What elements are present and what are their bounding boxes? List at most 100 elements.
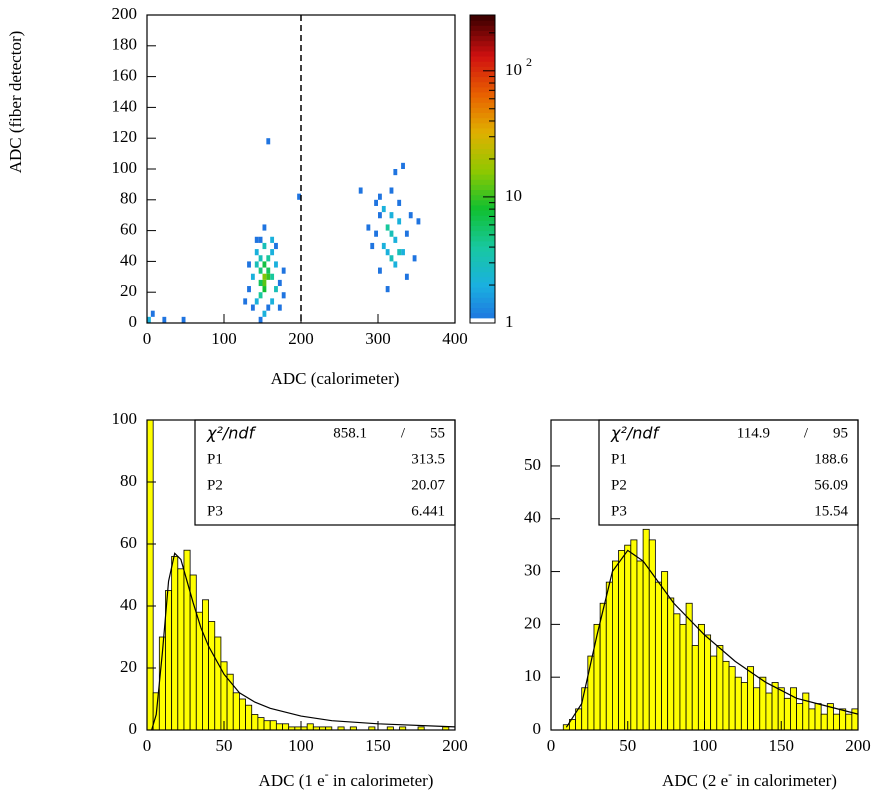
z-tick-base: 1 [505,312,514,331]
x-axis-title: ADC (1 e- in calorimeter) [259,767,434,790]
color-bar-step [470,20,495,26]
bar [636,560,644,730]
y-tick-label: 60 [120,220,137,239]
color-bar-step [470,271,495,278]
plot-area [562,528,858,730]
panel: χ²/ndf 114.9 / 95 P1 188.6 P2 56.09 P3 15.54 0 50 10… [524,419,871,790]
cell [181,316,186,323]
color-bar-step [470,174,495,180]
color-bar-step [470,302,495,309]
cell [416,218,421,225]
panel: χ²/ndf 858.1 / 55 P1 313.5 P2 20.07 P3 6.441 0 50 10… [112,409,468,790]
cell [370,242,375,250]
bar [306,723,314,730]
bar [833,713,840,730]
cell [378,267,382,274]
stats-value: 6.441 [411,503,445,519]
color-bar-step [470,297,495,303]
x-tick-label: 400 [442,329,468,348]
stats-label: P3 [207,503,223,519]
stats-frame [194,419,456,526]
y-axis-title: ADC (fiber detector) [6,31,25,174]
y-tick-label: 40 [120,595,137,614]
y-tick-label: 40 [120,250,137,269]
y-tick-label: 140 [112,96,138,115]
bar [630,539,638,730]
bar [808,708,816,730]
stats-value: 313.5 [411,451,445,467]
x-axis-title-part: ADC (2 e [662,771,728,790]
color-bar-step [470,307,495,314]
color-bar-step [470,122,495,129]
bar [171,556,179,730]
cell [378,193,382,200]
bar [337,726,345,730]
color-bar-step [470,92,495,98]
z-tick-base: 10 [505,60,522,79]
stats-label: P1 [207,451,223,467]
y-tick-label: 200 [112,4,138,23]
color-bar-step [470,76,495,83]
bar [269,720,277,730]
bar [208,621,216,730]
cell [162,316,167,323]
bar [796,703,804,730]
color-bar-step [470,292,495,298]
bar [648,539,656,730]
cell [385,249,390,256]
bar [753,687,761,730]
cell [243,298,248,305]
cell [404,273,409,280]
bar [251,714,259,730]
color-bar-step [470,163,495,170]
fit-curve [565,549,858,728]
cell [254,261,259,268]
cell [374,230,378,237]
z-tick-exponent: 2 [526,55,532,69]
bar [612,560,619,730]
color-bar-step [470,189,495,196]
bar [845,713,853,730]
y-tick-label: 0 [129,719,138,738]
cell [381,205,386,213]
bar [697,623,705,730]
bar [275,723,283,730]
cell [274,286,278,293]
bar [722,660,730,730]
cell [389,187,394,194]
x-axis-title-part: in calorimeter) [732,771,837,790]
color-bar-step [470,169,495,175]
cell [270,249,275,256]
color-bar-step [470,287,495,293]
x-tick-label: 50 [619,736,636,755]
bar [581,687,589,730]
bar [263,720,271,730]
y-tick-label: 80 [120,189,137,208]
bar [771,682,779,730]
color-bar-step [470,317,495,324]
cell [262,224,267,231]
x-axis-title: ADC (2 e- in calorimeter) [662,767,837,790]
cell [393,169,398,176]
color-bar-step [470,25,495,31]
cell [258,267,263,274]
color-bar-step [470,30,495,37]
bar [605,581,613,730]
bar [642,528,650,730]
cell [401,162,405,169]
bar [189,574,197,730]
y-tick-label: 180 [112,35,138,54]
bar [238,698,246,730]
z-tick-label: 10 2 [505,55,532,79]
stats-value: 114.9 [737,425,770,441]
color-bar-step [470,15,495,21]
bar [325,726,333,730]
y-tick-label: 60 [120,533,137,552]
cell [366,224,371,231]
cell [389,255,394,262]
bar [759,676,767,730]
cell [262,242,267,250]
y-tick-label: 50 [524,455,541,474]
x-tick-label: 300 [365,329,391,348]
color-bar-step [470,281,495,288]
